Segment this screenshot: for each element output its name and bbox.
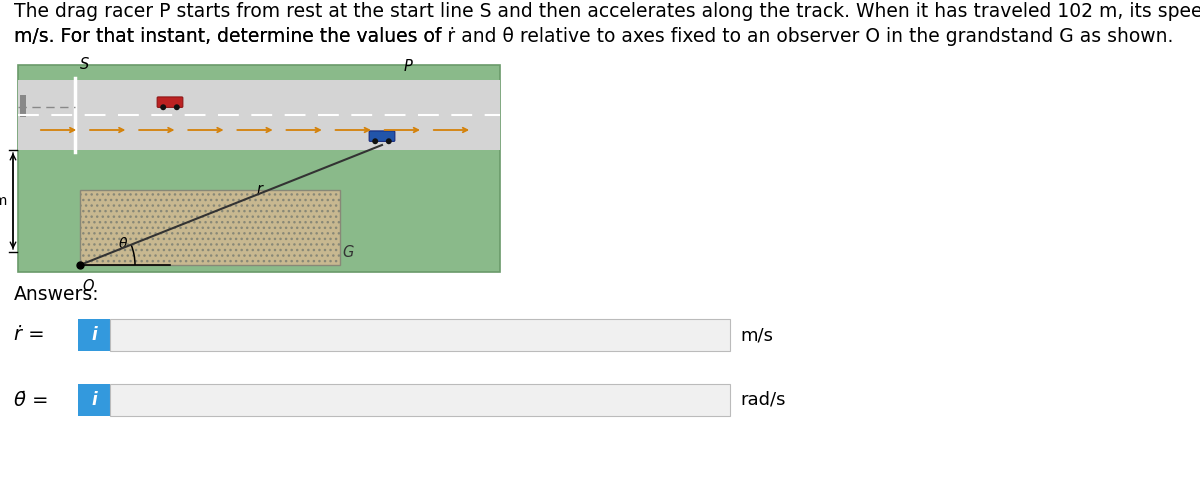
Text: O: O	[82, 279, 94, 294]
Bar	[18, 65, 500, 272]
Circle shape	[161, 104, 166, 110]
Text: rad/s: rad/s	[740, 391, 786, 409]
Text: The drag racer ⁣P⁣ starts from rest at the start line ⁣S⁣ and then accelerates a: The drag racer ⁣P⁣ starts from rest at t…	[14, 2, 1200, 21]
Text: i: i	[91, 326, 97, 344]
Text: m/s. For that instant, determine the values of: m/s. For that instant, determine the val…	[14, 27, 448, 46]
Text: i: i	[91, 391, 97, 409]
Text: ṙ =: ṙ =	[14, 326, 44, 344]
Text: G: G	[342, 245, 353, 260]
Bar	[80, 190, 340, 265]
Text: m/s. For that instant, determine the values of ṙ and θ̇ relative to axes fixed t: m/s. For that instant, determine the val…	[14, 27, 1174, 46]
Text: S: S	[80, 57, 89, 72]
Text: 40 m: 40 m	[0, 194, 7, 208]
Bar	[110, 384, 730, 416]
Text: r: r	[256, 182, 262, 197]
Circle shape	[372, 138, 378, 144]
Text: P: P	[404, 59, 413, 74]
Text: θ: θ	[119, 237, 127, 251]
Text: θ̇ =: θ̇ =	[14, 390, 48, 409]
Circle shape	[174, 104, 180, 110]
Text: Answers:: Answers:	[14, 285, 100, 304]
Bar	[110, 319, 730, 351]
Text: m/s: m/s	[740, 326, 773, 344]
Bar	[20, 95, 26, 117]
Circle shape	[386, 138, 391, 144]
Bar	[18, 80, 500, 150]
FancyBboxPatch shape	[157, 97, 182, 108]
Bar	[78, 384, 110, 416]
Text: m/s. For that instant, determine the values of ṙ and θ̇ relative to axes fixed t: m/s. For that instant, determine the val…	[14, 27, 1174, 46]
Bar	[78, 319, 110, 351]
FancyBboxPatch shape	[370, 131, 395, 141]
